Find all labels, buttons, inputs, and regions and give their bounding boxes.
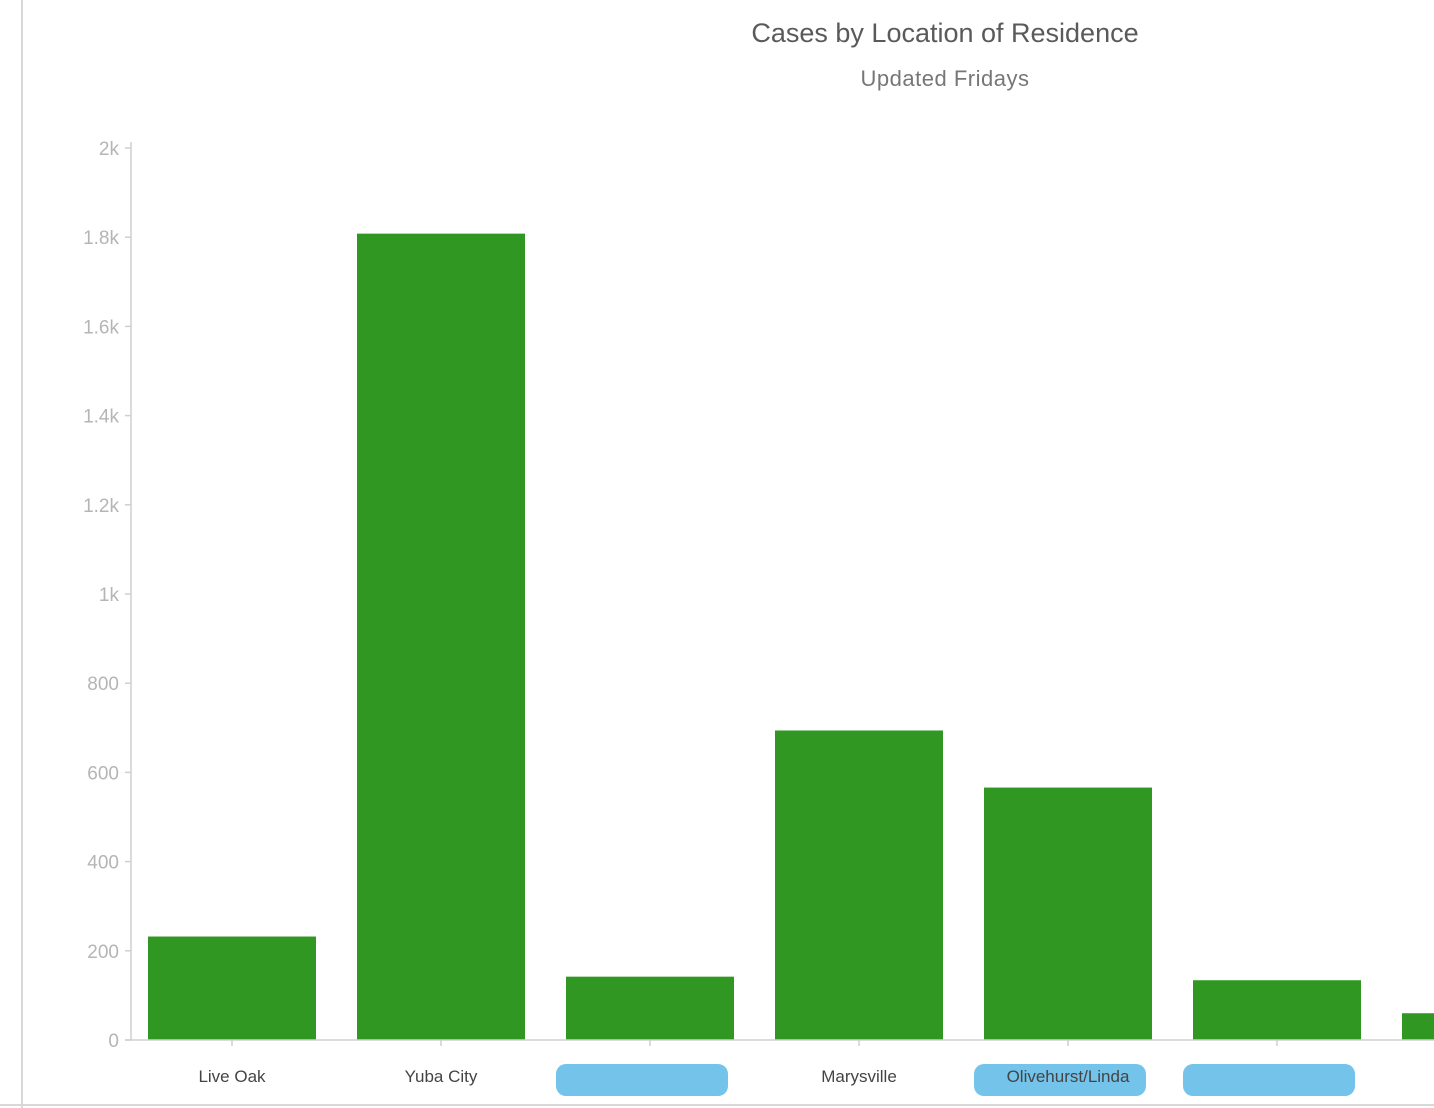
y-tick-label: 0 [108,1031,119,1052]
y-tick-label: 800 [87,674,119,695]
x-category-label: Olivehurst/Linda [1007,1067,1130,1086]
y-tick-label: 200 [87,942,119,963]
chart-title: Cases by Location of Residence [751,18,1139,48]
bars [148,233,1434,1040]
redaction-mark [1183,1064,1355,1096]
y-axis: 0 200 400 600 800 1k 1.2k 1.4k 1.6k 1.8k 2k [83,139,132,1052]
bar [357,233,525,1040]
redaction-mark [974,1064,1146,1096]
y-tick-label: 1.4k [83,407,119,428]
bar [775,730,943,1040]
x-category-label: Marysville [821,1067,897,1086]
y-tick-label: 600 [87,763,119,784]
x-category-label: Yuba City [405,1067,478,1086]
chart-subtitle: Updated Fridays [860,66,1030,91]
bar [1193,980,1361,1040]
y-tick-label: 400 [87,853,119,874]
redaction-mark [556,1064,728,1096]
frame-left-border [21,0,23,1108]
x-category-label: Live Oak [198,1067,266,1086]
bar [148,936,316,1040]
bar [1402,1013,1434,1040]
frame-bottom-border [0,1104,1434,1106]
bar [566,976,734,1040]
y-tick-label: 1k [99,585,120,606]
y-tick-label: 1.8k [83,228,119,249]
y-tick-label: 1.2k [83,496,119,517]
y-tick-label: 1.6k [83,317,119,338]
x-axis: Live Oak Yuba City Marysville Olivehurst/Li… [125,1039,1434,1096]
bar [984,787,1152,1040]
y-tick-label: 2k [99,139,120,160]
